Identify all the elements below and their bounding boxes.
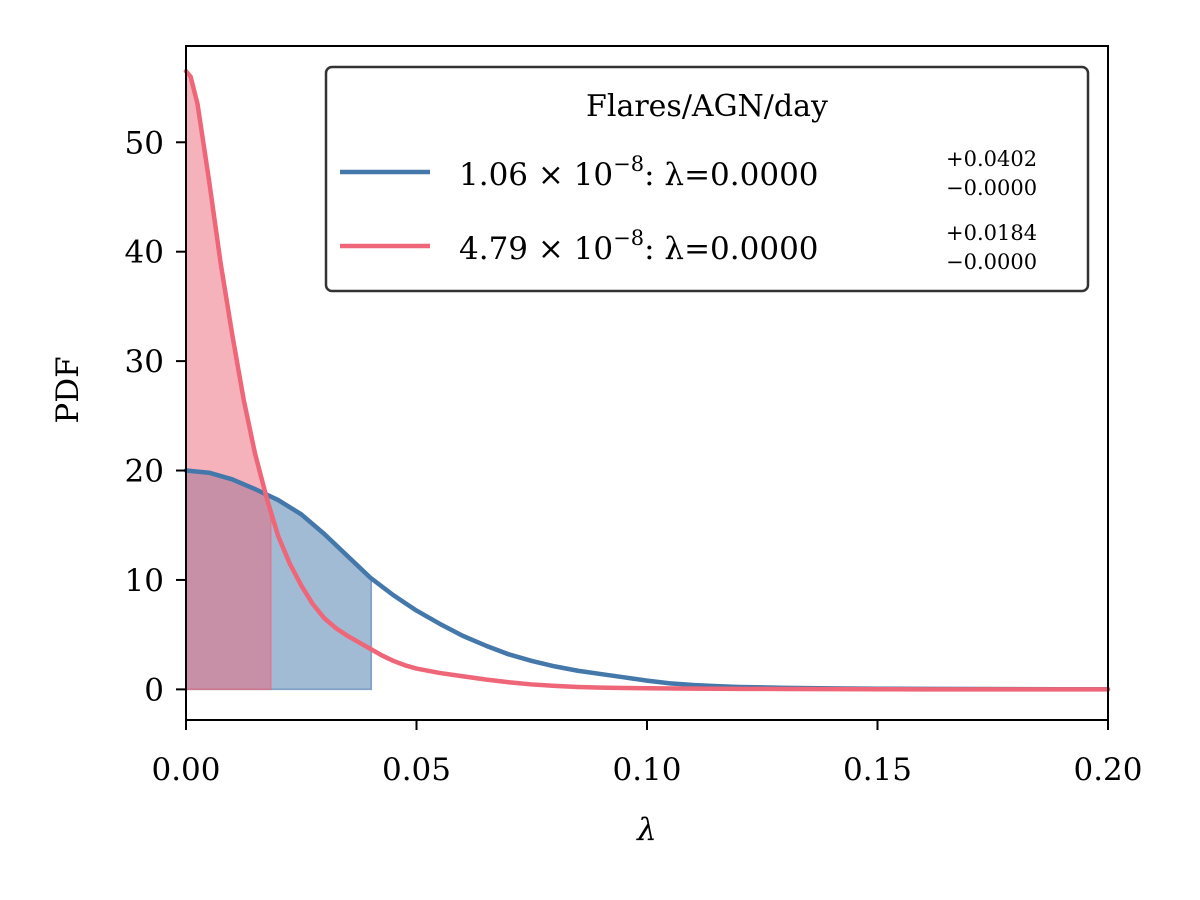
tick-marks: 0.00 0.05 0.10 0.15 0.20 0 10 20 30 40 50 <box>125 125 1143 788</box>
x-tick-label: 0.05 <box>382 752 451 788</box>
legend-title: Flares/AGN/day <box>586 89 828 124</box>
legend-entry-series-1: 1.06 × 10−8: λ=0.0000 <box>459 152 819 193</box>
series-lines <box>183 68 1111 692</box>
legend-rate-series-1: 1.06 × 10 <box>459 157 613 193</box>
legend-exponent-series-2: −8 <box>613 226 644 250</box>
legend-upper-series-1: +0.0402 <box>946 147 1037 171</box>
legend-value-series-1: : λ=0.0000 <box>644 157 818 193</box>
legend-value-series-2: : λ=0.0000 <box>644 231 818 267</box>
legend-upper-series-2: +0.0184 <box>946 221 1037 245</box>
y-tick-label: 30 <box>125 344 164 380</box>
x-tick-label: 0.00 <box>151 752 220 788</box>
legend-exponent-series-1: −8 <box>613 152 644 176</box>
y-tick-label: 40 <box>125 235 164 271</box>
legend: Flares/AGN/day 1.06 × 10−8: λ=0.0000 +0.… <box>324 65 1090 293</box>
legend-lower-series-1: −0.0000 <box>946 176 1037 200</box>
y-tick-label: 50 <box>125 125 164 161</box>
x-tick-label: 0.15 <box>843 752 912 788</box>
x-tick-label: 0.10 <box>612 752 681 788</box>
legend-rate-series-2: 4.79 × 10 <box>459 231 613 267</box>
x-tick-label: 0.20 <box>1073 752 1142 788</box>
x-axis-label: λ <box>635 812 657 848</box>
y-tick-label: 0 <box>144 672 164 708</box>
y-axis-label: PDF <box>50 356 86 423</box>
legend-lower-series-2: −0.0000 <box>946 250 1037 274</box>
legend-box <box>324 65 1090 293</box>
legend-entry-series-2: 4.79 × 10−8: λ=0.0000 <box>459 226 819 267</box>
series-line-2 <box>183 68 1111 692</box>
y-tick-label: 10 <box>125 563 164 599</box>
y-tick-label: 20 <box>125 454 164 490</box>
